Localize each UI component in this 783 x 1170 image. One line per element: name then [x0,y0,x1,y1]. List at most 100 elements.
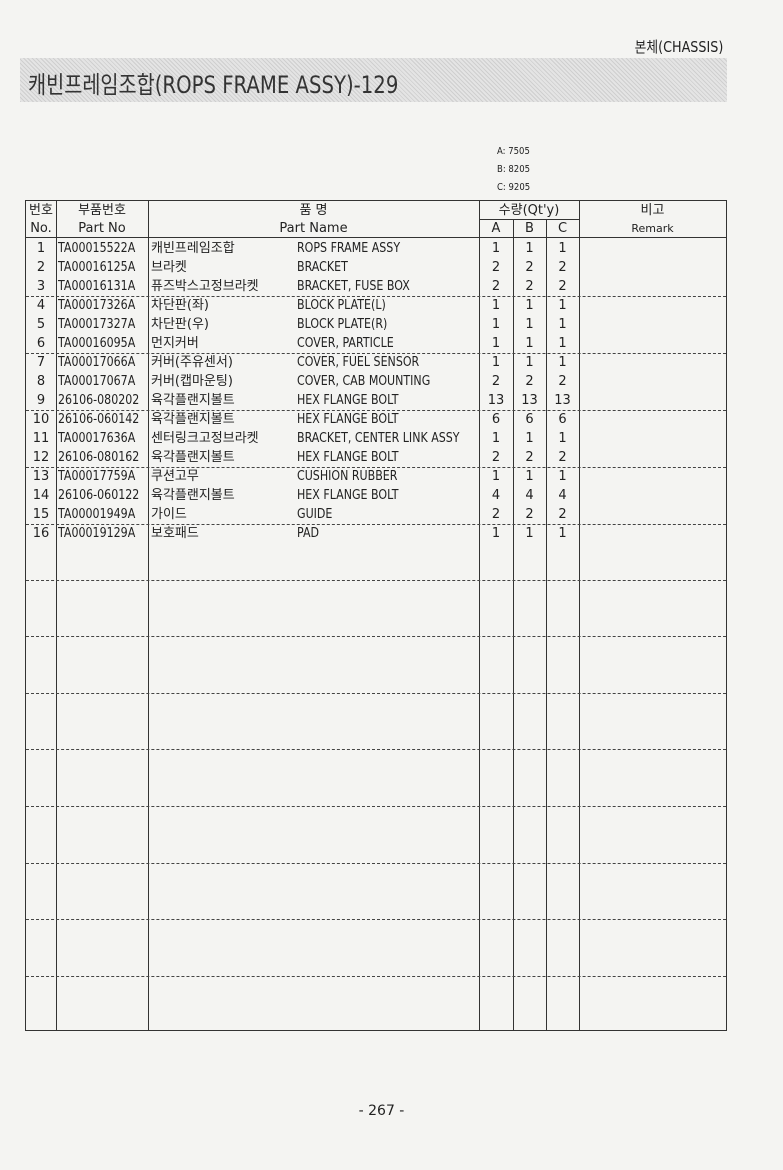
row-qty-c: 2 [558,279,567,294]
row-name-en: BRACKET, CENTER LINK ASSY [297,431,460,446]
empty-row-divider [26,693,726,694]
header-c: C [557,221,568,236]
row-qty-c: 6 [558,412,567,427]
row-qty-c: 4 [558,488,567,503]
row-name-en: BLOCK PLATE(R) [297,317,388,332]
row-part-no: 26106-060122 [58,488,140,503]
row-qty-a: 1 [491,469,501,484]
row-part-no: 26106-080162 [58,450,140,465]
row-no: 14 [32,488,50,503]
row-qty-c: 2 [558,374,567,389]
row-qty-a: 4 [491,488,501,503]
row-name-en: PAD [297,526,320,541]
row-name-en: BRACKET [297,260,348,275]
row-name-kr: 커버(캡마운팅) [151,374,233,389]
row-qty-c: 13 [554,393,571,408]
row-qty-b: 6 [525,412,534,427]
header-name-kr: 품 명 [299,203,328,218]
row-no: 13 [32,469,50,484]
row-qty-c: 1 [558,241,567,256]
row-name-kr: 쿠션고무 [151,469,199,484]
row-name-kr: 브라켓 [151,260,187,275]
header-partno-en: Part No [78,221,126,236]
row-part-no: 26106-080202 [58,393,140,408]
empty-row-divider [26,863,726,864]
row-qty-b: 2 [525,450,534,465]
header-a: A [491,221,501,236]
row-qty-c: 1 [558,526,567,541]
row-qty-a: 1 [491,526,501,541]
row-no: 8 [36,374,46,389]
row-qty-b: 1 [525,469,534,484]
header-no-kr: 번호 [29,203,53,218]
row-name-kr: 센터링크고정브라켓 [151,431,259,446]
row-no: 9 [36,393,46,408]
empty-row-divider [26,749,726,750]
header-b: B [525,221,534,236]
row-qty-c: 1 [558,431,567,446]
row-part-no: TA00001949A [58,507,136,522]
empty-row-divider [26,919,726,920]
row-qty-a: 13 [487,393,505,408]
row-qty-b: 1 [525,241,534,256]
row-qty-c: 2 [558,260,567,275]
row-name-en: COVER, PARTICLE [297,336,394,351]
row-qty-a: 2 [491,507,501,522]
row-no: 7 [36,355,46,370]
group-divider [26,296,726,297]
group-divider [26,353,726,354]
row-qty-b: 2 [525,507,534,522]
row-name-kr: 육각플랜지볼트 [151,412,235,427]
row-name-en: COVER, CAB MOUNTING [297,374,431,389]
empty-row-divider [26,806,726,807]
row-qty-a: 2 [491,279,501,294]
empty-row-divider [26,976,726,977]
row-part-no: TA00016095A [58,336,136,351]
row-no: 12 [32,450,50,465]
group-divider [26,467,726,468]
header-no-en: No. [30,221,52,236]
header-remark-kr: 비고 [640,203,665,218]
row-part-no: TA00015522A [58,241,136,256]
row-qty-a: 1 [491,431,501,446]
row-name-kr: 보호패드 [151,526,199,541]
row-qty-a: 2 [491,260,501,275]
row-qty-c: 1 [558,336,567,351]
section-label: 본체(CHASSIS) [634,38,723,56]
row-name-en: BLOCK PLATE(L) [297,298,386,313]
empty-row-divider [26,580,726,581]
row-qty-a: 2 [491,450,501,465]
row-no: 3 [36,279,46,294]
model-c: C: 9205 [497,182,531,193]
empty-row-divider [26,636,726,637]
row-qty-b: 1 [525,336,534,351]
row-qty-c: 1 [558,317,567,332]
row-part-no: TA00019129A [58,526,136,541]
row-name-en: COVER, FUEL SENSOR [297,355,420,370]
row-name-kr: 차단판(우) [151,317,209,332]
row-name-en: GUIDE [297,507,333,522]
model-a: A: 7505 [497,146,530,157]
page-number: - 267 - [358,1103,405,1119]
row-name-kr: 캐빈프레임조합 [151,241,235,256]
row-name-en: BRACKET, FUSE BOX [297,279,410,294]
row-qty-a: 1 [491,298,501,313]
row-name-kr: 육각플랜지볼트 [151,488,235,503]
row-qty-a: 1 [491,241,501,256]
row-qty-c: 1 [558,298,567,313]
row-part-no: TA00017759A [58,469,136,484]
row-no: 6 [36,336,46,351]
row-no: 5 [36,317,46,332]
row-name-kr: 차단판(좌) [151,298,209,313]
row-qty-a: 6 [491,412,501,427]
row-qty-b: 1 [525,317,534,332]
header-name-en: Part Name [279,221,348,236]
row-part-no: 26106-060142 [58,412,140,427]
row-name-kr: 퓨즈박스고정브라켓 [151,279,259,294]
header-partno-kr: 부품번호 [78,203,126,218]
row-part-no: TA00016125A [58,260,136,275]
row-qty-c: 2 [558,450,567,465]
model-b: B: 8205 [497,164,531,175]
group-divider [26,410,726,411]
group-divider [26,524,726,525]
